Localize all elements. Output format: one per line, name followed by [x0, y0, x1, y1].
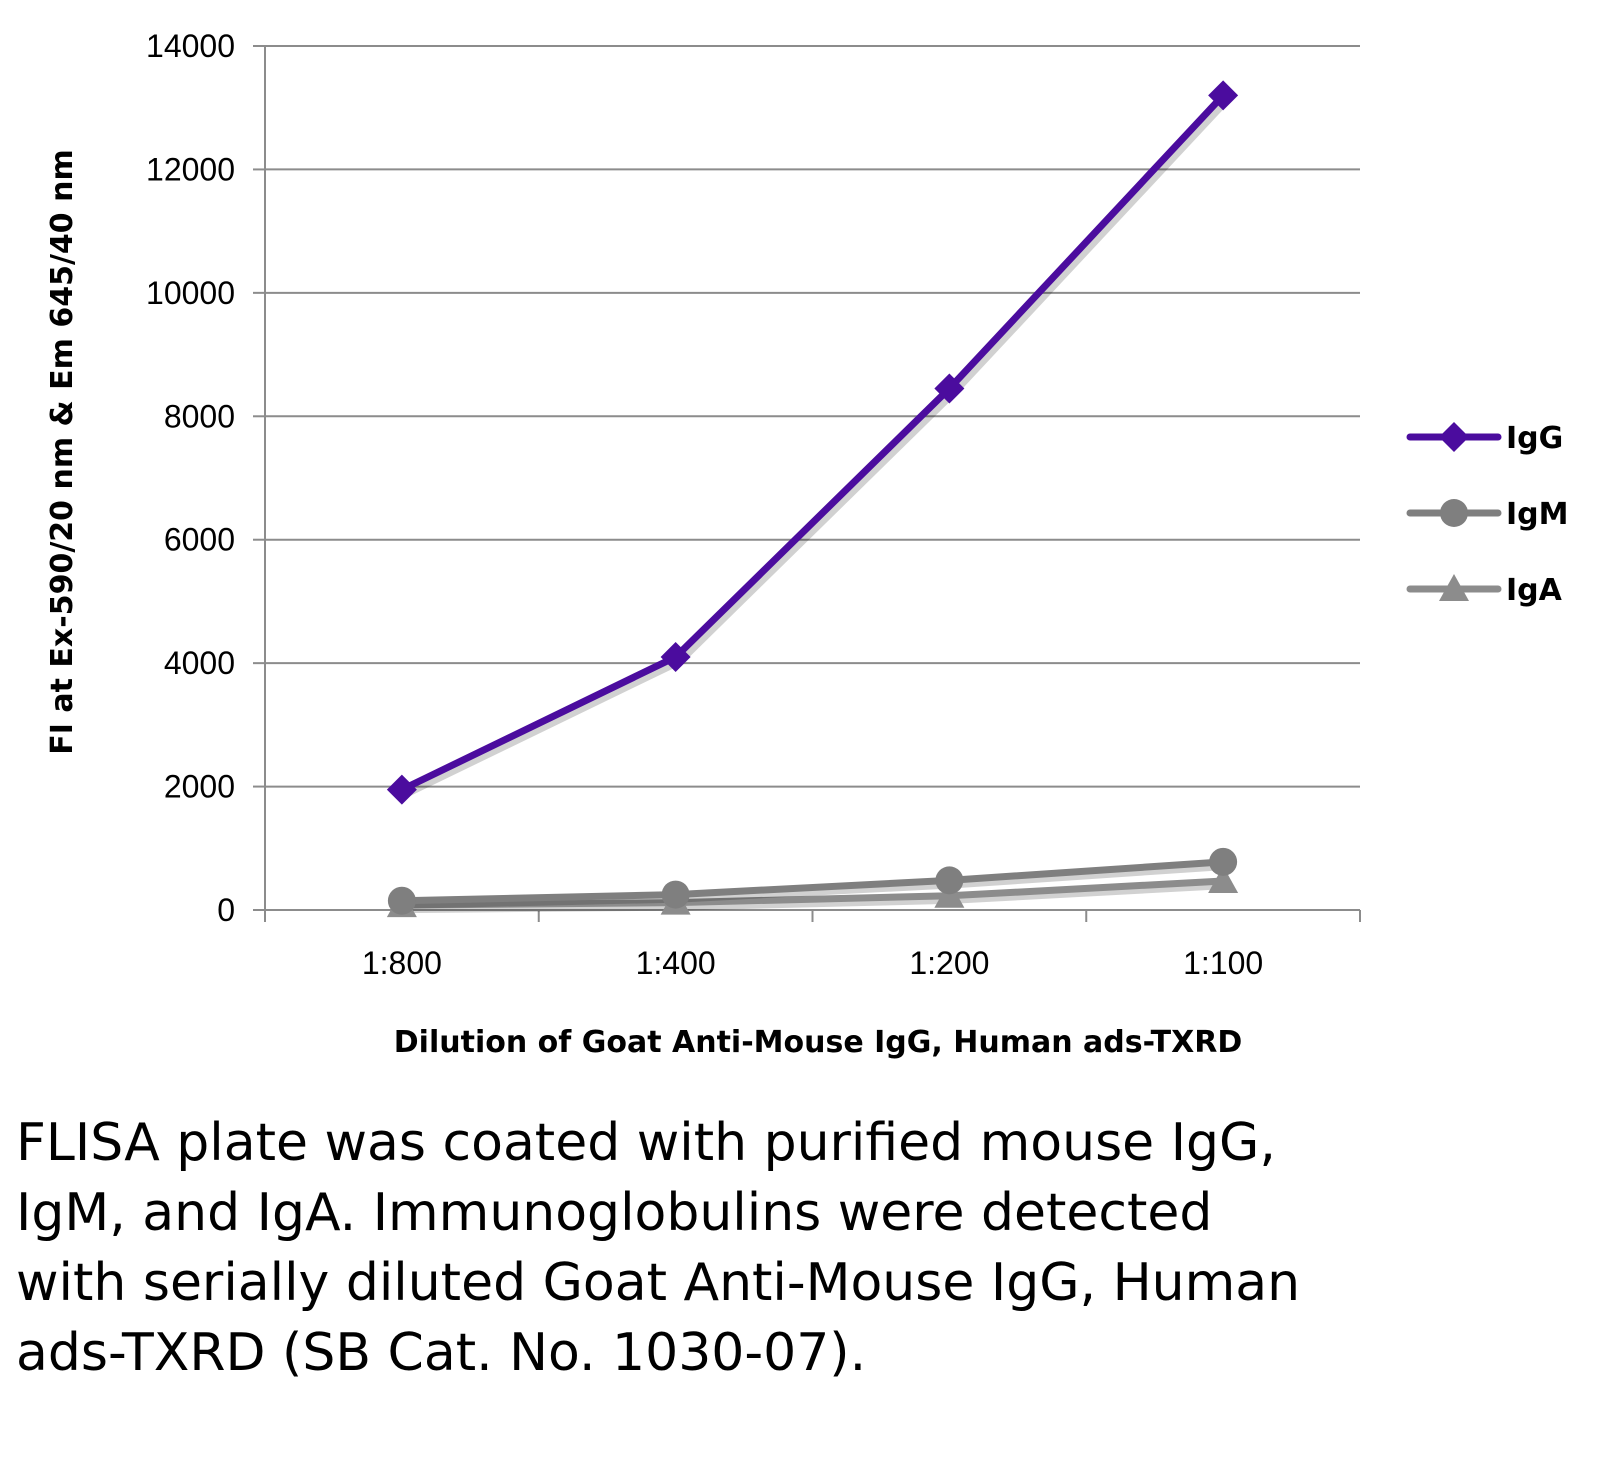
legend-item-igm: IgM	[1406, 497, 1569, 532]
data-point-igg	[660, 641, 691, 672]
x-tick-labels: 1:800 1:400 1:200 1:100	[362, 945, 1263, 981]
series-line-igm	[398, 858, 1227, 905]
y-tick-label: 0	[217, 892, 235, 928]
legend-marker-igg	[1439, 422, 1469, 452]
series-line-iga	[398, 877, 1227, 909]
data-point-igg	[934, 373, 965, 404]
series-lines	[386, 80, 1239, 918]
x-tick-label: 1:100	[1183, 945, 1263, 981]
series-igg	[386, 80, 1239, 805]
data-point-igm	[661, 880, 690, 909]
legend: IgG IgM IgA	[1406, 421, 1569, 608]
data-point-iga	[1208, 865, 1239, 893]
legend-label: IgA	[1506, 573, 1563, 608]
data-point-igg	[1208, 80, 1239, 111]
data-point-igm	[1209, 847, 1238, 876]
y-tick-label: 2000	[164, 769, 235, 805]
gridlines	[265, 45, 1360, 788]
legend-label: IgM	[1506, 497, 1569, 532]
figure-caption: FLISA plate was coated with purified mou…	[16, 1113, 1301, 1383]
series-line-shadow	[401, 880, 1232, 914]
legend-item-iga: IgA	[1406, 573, 1563, 608]
series-igm	[387, 847, 1238, 915]
series-line-shadow	[401, 95, 1232, 798]
legend-label: IgG	[1506, 421, 1563, 456]
legend-marker-igm	[1440, 499, 1468, 527]
legend-item-igg: IgG	[1406, 421, 1563, 456]
data-point-igm	[387, 886, 416, 915]
series-line-igg	[398, 91, 1227, 794]
y-tick-label: 4000	[164, 645, 235, 681]
y-tick-label: 10000	[146, 275, 235, 311]
y-tick-label: 8000	[164, 398, 235, 434]
y-tick-label: 14000	[146, 28, 235, 64]
y-tick-labels: 0 2000 4000 6000 8000 10000 12000 14000	[146, 28, 235, 928]
y-tick-label: 12000	[146, 151, 235, 187]
x-tick-label: 1:800	[362, 945, 442, 981]
data-point-igm	[935, 866, 964, 895]
y-tick-label: 6000	[164, 522, 235, 558]
data-point-igg	[386, 774, 417, 805]
x-tick-label: 1:400	[636, 945, 716, 981]
x-axis-title: Dilution of Goat Anti-Mouse IgG, Human a…	[394, 1025, 1242, 1060]
series-line-shadow	[401, 861, 1232, 909]
legend-marker-iga	[1439, 574, 1469, 601]
x-tick-label: 1:200	[909, 945, 989, 981]
axes	[253, 45, 1361, 922]
y-axis-title: FI at Ex-590/20 nm & Em 645/40 nm	[45, 149, 80, 754]
